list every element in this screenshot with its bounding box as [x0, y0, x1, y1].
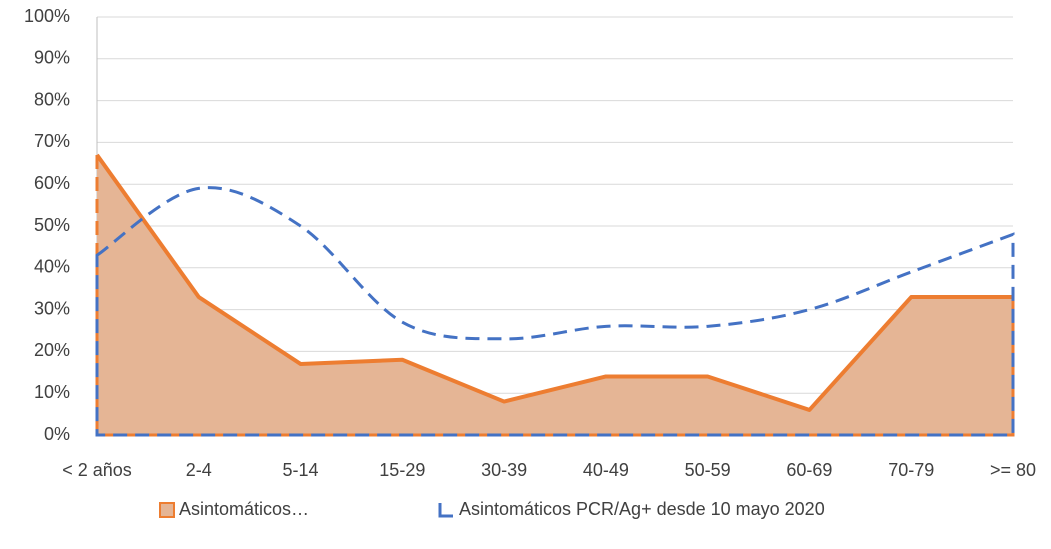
y-tick-label: 20% — [34, 340, 70, 360]
area-line — [95, 153, 1013, 412]
x-tick-label: 5-14 — [283, 460, 319, 480]
x-tick-label: >= 80 — [990, 460, 1036, 480]
y-tick-label: 70% — [34, 131, 70, 151]
x-tick-label: 30-39 — [481, 460, 527, 480]
area-fill — [95, 186, 1015, 437]
y-tick-label: 80% — [34, 89, 70, 109]
y-tick-label: 90% — [34, 48, 70, 68]
area-fill — [97, 154, 1013, 435]
legend-label: Asintomáticos… — [179, 499, 309, 519]
x-tick-label: 40-49 — [583, 460, 629, 480]
legend-label: Asintomáticos PCR/Ag+ desde 10 mayo 2020 — [459, 499, 825, 519]
x-tick-label: 15-29 — [379, 460, 425, 480]
y-tick-label: 60% — [34, 173, 70, 193]
y-tick-label: 100% — [24, 6, 70, 26]
y-tick-label: 40% — [34, 257, 70, 277]
y-tick-label: 30% — [34, 298, 70, 318]
x-tick-label: 2-4 — [186, 460, 212, 480]
x-tick-label: < 2 años — [62, 460, 132, 480]
legend-swatch — [438, 503, 453, 518]
x-tick-label: 60-69 — [786, 460, 832, 480]
x-tick-label: 70-79 — [888, 460, 934, 480]
y-tick-label: 50% — [34, 215, 70, 235]
legend-swatch — [159, 502, 175, 518]
y-tick-label: 10% — [34, 382, 70, 402]
x-tick-label: 50-59 — [685, 460, 731, 480]
y-tick-label: 0% — [44, 424, 70, 444]
